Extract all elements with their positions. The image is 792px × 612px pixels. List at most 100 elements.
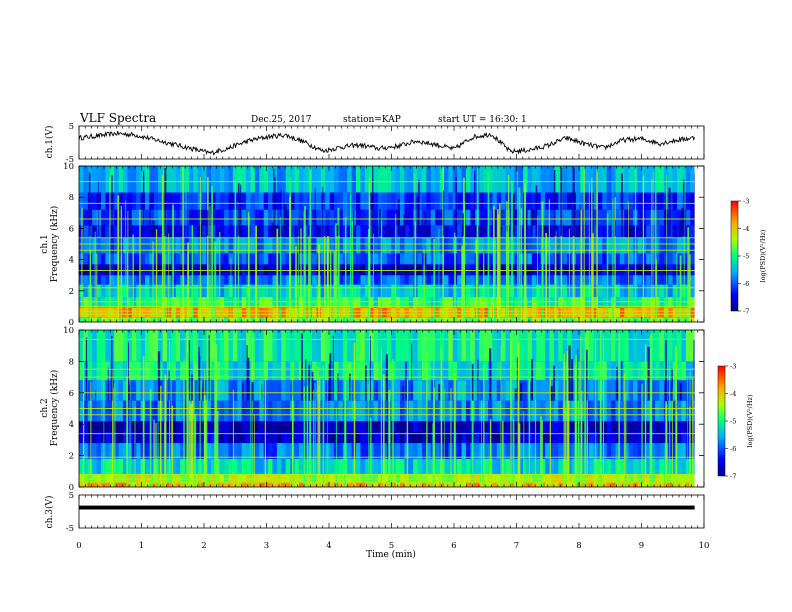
ch2-spectrogram-band-cell — [633, 432, 638, 444]
ch2-spectrogram-band-cell — [356, 361, 361, 381]
ch1-spectrogram-band-cell — [232, 166, 238, 193]
ch1-spectrogram-band-cell — [83, 284, 89, 298]
ch2-spectrogram-band-cell — [641, 330, 647, 362]
ch1-spectrogram-band-cell — [430, 264, 436, 276]
ch1-spectrogram-band-cell — [514, 264, 520, 276]
ch1-spectrogram-band-cell — [215, 225, 221, 238]
ch1-spectrogram-band-cell — [518, 166, 524, 193]
ch2-spectrogram-band-cell — [114, 432, 119, 444]
ch1-spectrogram-band-cell — [531, 307, 537, 318]
ch1-spectrogram-band-cell — [641, 284, 647, 298]
ch1-spectrogram-band-cell — [263, 275, 269, 285]
ch1-spectrogram-band-cell — [611, 275, 616, 285]
ch2-spectrogram-impulse — [82, 337, 85, 487]
ch1-spectrogram-band-cell — [188, 225, 194, 238]
ch1-spectrogram-band-cell — [400, 192, 405, 210]
ch1-spectrogram-band-cell — [171, 192, 177, 210]
ch1-spectrogram-band-cell — [276, 264, 282, 276]
ch1-spectrogram-impulse — [438, 228, 440, 322]
ch2-spectrogram-band-cell — [457, 361, 462, 381]
ch2-spectrogram-band-cell — [378, 380, 383, 401]
ch2-spectrogram-band-cell — [483, 443, 489, 459]
ch2-spectrogram-band-cell — [329, 361, 335, 381]
ch2-spectrogram-impulse — [580, 335, 582, 487]
ch2-spectrogram-band-cell — [615, 432, 621, 444]
ch1-spectrogram-band-cell — [549, 284, 555, 298]
ch2-spectrogram-band-cell — [144, 474, 150, 483]
ch1-spectrogram-band-cell — [470, 253, 476, 265]
ch1-spectrogram-band-cell — [175, 225, 181, 238]
ch2-spectrogram-band-cell — [224, 380, 229, 401]
ch1-spectrogram-band-cell — [448, 237, 454, 254]
ch2-colorbar-ticks: -3-4-5-6-7 — [725, 363, 736, 481]
ch2-spectrogram-band-cell — [118, 421, 124, 433]
ch2-spectrogram-impulse — [370, 417, 372, 487]
ch1-spectrogram-dropout — [560, 167, 563, 237]
ch2-spectrogram-band-cell — [624, 474, 629, 483]
ch2-spectrogram-band-cell — [316, 330, 322, 362]
ch2-spectrogram-band-cell — [202, 330, 207, 362]
ch1-spectrogram-band-cell — [435, 209, 440, 226]
ch2-spectrogram-band-cell — [421, 361, 427, 381]
ch1-spectrogram-impulse — [298, 225, 299, 322]
ch1-spectrogram-band-cell — [479, 284, 484, 298]
ch2-spectrogram-band-cell — [641, 474, 647, 483]
ch1-spectrogram-band-cell — [435, 275, 440, 285]
ch1-spectrogram-band-cell — [465, 307, 471, 318]
ch1-spectrogram-band-cell — [329, 209, 335, 226]
ch2-spectrogram-band-cell — [92, 474, 97, 483]
ch1-spectrogram-impulse — [583, 170, 585, 322]
ch2-spectrogram-band-cell — [329, 458, 335, 475]
ch1-spectrogram-band-cell — [448, 192, 454, 210]
ch2-spectrogram-band-cell — [668, 330, 673, 362]
ch1-spectrogram-band-cell — [193, 317, 199, 322]
ch1-spectrogram-band-cell — [96, 264, 102, 276]
ch2-spectrogram-band-cell — [347, 458, 352, 475]
ch2-spectrogram-band-cell — [435, 380, 440, 401]
ch2-spectrogram-band-cell — [408, 458, 414, 475]
ch2-spectrogram-band-cell — [246, 482, 251, 487]
ch2-spectrogram-band-cell — [421, 330, 427, 362]
ch2-spectrogram-band-cell — [122, 432, 128, 444]
ch2-spectrogram-band-cell — [136, 432, 141, 444]
ch2-spectrogram-band-cell — [637, 482, 643, 487]
ch2-spectrogram-band-cell — [373, 330, 379, 362]
ch1-spectrogram-band-cell — [487, 317, 493, 322]
ch1-spectrogram-band-cell — [263, 264, 269, 276]
ch2-spectrogram-band-cell — [79, 330, 84, 362]
ch1-spectrogram-band-cell — [404, 192, 410, 210]
ch2-spectrogram-band-cell — [136, 361, 141, 381]
ch1-spectrogram-band-cell — [79, 317, 84, 322]
ch1-spectrogram-band-cell — [421, 237, 427, 254]
ch2-spectrogram-band-cell — [655, 330, 660, 362]
ch1-spectrogram-band-cell — [285, 253, 291, 265]
ch1-spectrogram-band-cell — [285, 264, 291, 276]
ch1-spectrogram-band-cell — [655, 275, 660, 285]
ch2-spectrogram-band-cell — [435, 400, 440, 422]
ch2-spectrogram-dropout — [111, 335, 113, 401]
ch2-spectrogram-band-cell — [602, 400, 607, 422]
ch2-spectrogram-band-cell — [347, 421, 352, 433]
ch1-spectrogram-band-cell — [206, 225, 212, 238]
ch2-spectrogram-band-cell — [646, 482, 651, 487]
ch1-spectrogram-band-cell — [285, 297, 291, 308]
ch1-spectrogram-band-cell — [677, 317, 682, 322]
ch2-spectrogram-band-cell — [188, 361, 194, 381]
ch1-spectrogram-band-cell — [136, 209, 141, 226]
ch1-spectrogram-band-cell — [672, 192, 678, 210]
ch2-spectrogram-band-cell — [180, 361, 185, 381]
ch2-spectrogram-band-cell — [465, 443, 471, 459]
ch2-spectrogram-band-cell — [448, 361, 454, 381]
ch1-spectrogram-band-cell — [606, 264, 612, 276]
ch1-spectrogram-band-cell — [206, 237, 212, 254]
ch1-spectrogram-band-cell — [272, 253, 278, 265]
ch2-spectrogram-band-cell — [633, 474, 638, 483]
ch2-spectrogram-band-cell — [540, 380, 546, 401]
ch1-spectrogram-band-cell — [457, 192, 462, 210]
ch1-spectrogram-band-cell — [386, 307, 392, 318]
ch2-spectrogram-band-cell — [465, 432, 471, 444]
ch2-spectrogram-band-cell — [611, 482, 616, 487]
ch1-spectrogram-band-cell — [408, 225, 414, 238]
ch1-spectrogram-impulse — [304, 206, 306, 322]
ch2-spectrogram-band-cell — [329, 330, 335, 362]
